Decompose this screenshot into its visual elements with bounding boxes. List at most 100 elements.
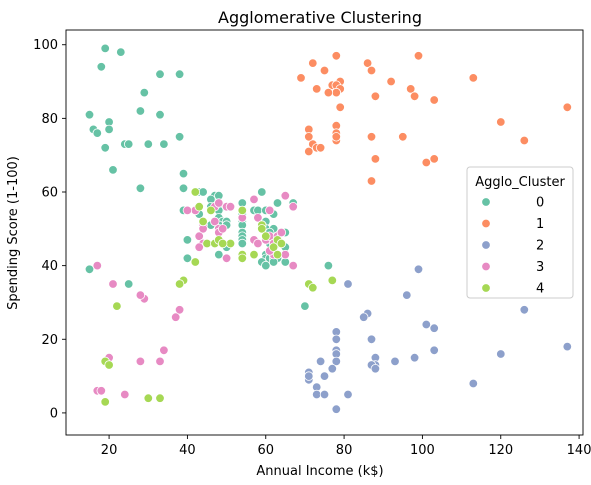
cluster-3-point <box>194 242 204 252</box>
cluster-2-point <box>429 323 439 333</box>
cluster-3-point <box>280 190 291 201</box>
cluster-0-point <box>155 69 165 79</box>
legend: Agglo_Cluster 0 1 2 3 4 <box>466 166 574 299</box>
cluster-3-point <box>288 201 298 212</box>
cluster-2-point <box>370 364 381 374</box>
cluster-2-point <box>429 345 439 356</box>
cluster-4-point <box>155 393 165 403</box>
cluster-2-point <box>519 305 530 315</box>
legend-marker <box>481 218 491 229</box>
legend-title: Agglo_Cluster <box>475 175 565 190</box>
cluster-0-point <box>108 165 118 175</box>
cluster-0-point <box>257 187 267 197</box>
legend-label: 0 <box>536 196 544 211</box>
cluster-2-point <box>496 349 506 359</box>
cluster-4-point <box>217 238 228 249</box>
cluster-0-point <box>178 168 189 179</box>
cluster-0-point <box>261 260 271 271</box>
cluster-2-point <box>359 312 369 322</box>
legend-label: 1 <box>536 217 544 232</box>
cluster-2-point <box>390 356 400 367</box>
cluster-3-point <box>280 249 291 260</box>
cluster-1-point <box>519 135 530 146</box>
cluster-1-point <box>386 76 396 87</box>
cluster-2-point <box>468 378 479 389</box>
x-tick-label: 100 <box>410 443 435 458</box>
cluster-1-point <box>312 84 322 94</box>
cluster-2-point <box>409 353 420 363</box>
plot-frame <box>65 29 584 436</box>
cluster-1-point <box>421 157 432 168</box>
cluster-0-point <box>300 301 310 311</box>
cluster-3-point <box>194 231 204 241</box>
cluster-0-point <box>123 279 134 289</box>
cluster-0-point <box>272 198 283 208</box>
cluster-0-point <box>100 143 110 153</box>
cluster-4-point <box>100 397 110 407</box>
cluster-0-point <box>174 69 185 79</box>
cluster-4-point <box>206 205 216 216</box>
y-tick-label: 60 <box>41 186 58 201</box>
cluster-4-point <box>308 283 318 293</box>
cluster-0-point <box>182 253 193 263</box>
cluster-2-point <box>312 389 322 400</box>
cluster-3-point <box>182 205 193 216</box>
cluster-1-point <box>562 102 573 113</box>
cluster-4-point <box>237 253 248 263</box>
cluster-2-point <box>304 371 314 381</box>
legend-marker <box>481 283 491 293</box>
cluster-1-point <box>496 117 506 127</box>
cluster-3-point <box>96 386 107 396</box>
legend-label: 2 <box>536 239 544 254</box>
cluster-2-point <box>562 341 573 352</box>
cluster-3-point <box>159 345 169 356</box>
cluster-1-point <box>331 51 342 61</box>
cluster-4-point <box>268 242 279 252</box>
cluster-4-point <box>225 238 236 249</box>
cluster-0-point <box>96 62 107 72</box>
cluster-3-point <box>108 279 118 289</box>
cluster-1-point <box>331 132 342 142</box>
cluster-3-point <box>174 305 185 315</box>
cluster-4-point <box>112 301 122 311</box>
cluster-3-point <box>249 194 259 205</box>
legend-label: 4 <box>536 282 544 297</box>
cluster-3-point <box>135 290 146 300</box>
cluster-1-point <box>468 73 479 83</box>
y-tick-label: 80 <box>41 112 58 127</box>
y-tick-label: 0 <box>50 406 58 421</box>
chart-title: Agglomerative Clustering <box>218 8 422 27</box>
cluster-2-point <box>421 319 432 330</box>
y-axis: 0 20 40 60 80 100 <box>33 38 66 421</box>
cluster-4-point <box>327 275 338 286</box>
cluster-2-point <box>331 356 342 367</box>
cluster-4-point <box>237 205 248 216</box>
y-tick-label: 100 <box>33 38 58 53</box>
cluster-0-point <box>178 183 189 194</box>
cluster-1-point <box>409 91 420 102</box>
cluster-2-point <box>319 371 330 381</box>
cluster-0-point <box>182 235 193 245</box>
cluster-1-point <box>304 132 314 142</box>
cluster-3-point <box>221 253 232 263</box>
cluster-4-point <box>202 238 212 249</box>
cluster-2-point <box>366 334 377 345</box>
y-tick-label: 20 <box>41 333 58 348</box>
cluster-0-point <box>135 106 146 116</box>
cluster-4-point <box>276 238 287 249</box>
cluster-0-point <box>100 43 110 54</box>
cluster-3-point <box>253 238 263 249</box>
cluster-0-point <box>123 139 134 149</box>
cluster-1-point <box>406 84 416 94</box>
cluster-4-point <box>174 279 185 289</box>
cluster-3-point <box>214 198 224 208</box>
cluster-4-point <box>272 249 283 260</box>
x-tick-label: 40 <box>179 443 196 458</box>
cluster-3-point <box>276 227 287 238</box>
cluster-1-point <box>429 95 439 105</box>
cluster-0-point <box>323 260 334 271</box>
cluster-3-point <box>288 260 298 271</box>
x-tick-label: 60 <box>257 443 274 458</box>
cluster-4-point <box>198 216 208 227</box>
cluster-0-point <box>237 238 248 249</box>
